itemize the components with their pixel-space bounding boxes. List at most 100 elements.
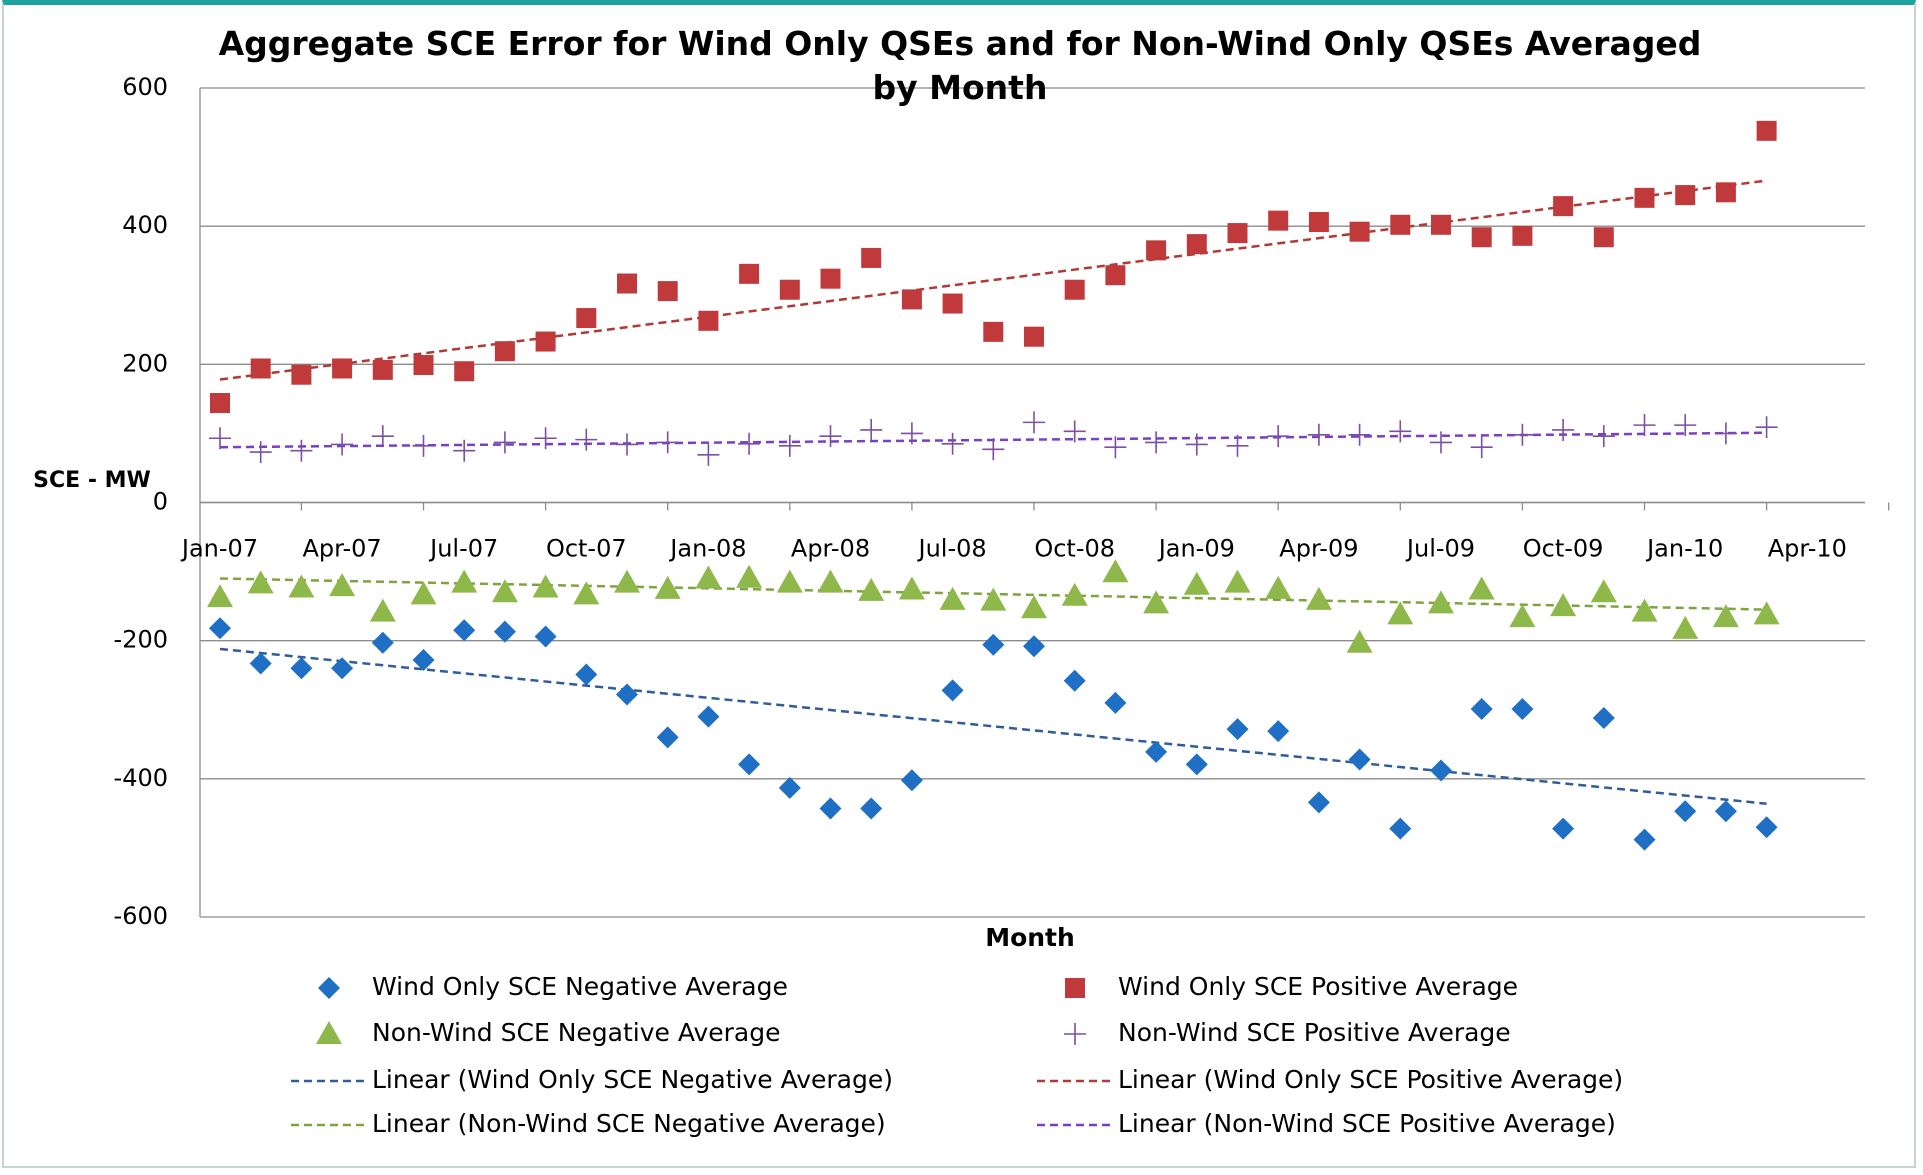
data-point: [288, 574, 315, 598]
data-point: [900, 769, 923, 792]
data-point: [819, 425, 842, 448]
data-point: [534, 625, 557, 648]
data-point: [1470, 436, 1493, 459]
legend-label: Linear (Wind Only SCE Positive Average): [1118, 1065, 1623, 1094]
data-point: [412, 649, 435, 672]
data-point: [1227, 223, 1248, 244]
data-point: [1023, 635, 1045, 658]
x-tick-label: Oct-07: [546, 535, 627, 563]
data-point: [901, 289, 922, 310]
data-point: [1431, 214, 1451, 235]
data-point: [329, 573, 356, 597]
data-point: [1143, 590, 1170, 614]
data-point: [249, 652, 272, 675]
x-tick-label: Apr-10: [1768, 535, 1847, 563]
data-point: [1267, 720, 1290, 743]
data-point: [1063, 420, 1086, 443]
data-point: [209, 617, 231, 640]
data-point: [656, 431, 679, 454]
data-point: [1021, 595, 1047, 619]
data-point: [291, 364, 312, 385]
y-tick-label: -400: [114, 764, 168, 792]
data-point: [1675, 185, 1696, 206]
x-tick-label: Jan-09: [1157, 535, 1235, 563]
data-point: [1185, 433, 1208, 456]
data-point: [861, 247, 882, 268]
data-point: [1633, 828, 1656, 851]
data-point: [1387, 601, 1414, 625]
x-tick-label: Jul-09: [1405, 535, 1475, 563]
data-point: [494, 341, 515, 362]
legend-label: Non-Wind SCE Negative Average: [372, 1018, 781, 1047]
x-tick-label: Jan-10: [1645, 535, 1723, 563]
data-point: [820, 268, 841, 289]
trendline: [219, 647, 1767, 805]
trendline: [219, 179, 1767, 381]
data-point: [778, 434, 801, 457]
y-axis-label: SCE - MW: [33, 468, 151, 493]
data-point: [776, 569, 803, 593]
data-point: [1064, 279, 1085, 300]
data-point: [454, 361, 475, 382]
y-tick-label: 400: [122, 211, 168, 239]
legend-marker: [318, 977, 340, 999]
x-tick-label: Jan-07: [180, 535, 258, 563]
data-point: [1468, 576, 1495, 600]
data-point: [616, 683, 638, 706]
data-point: [858, 577, 885, 601]
data-point: [614, 569, 640, 593]
data-point: [942, 293, 963, 314]
data-point: [1430, 759, 1452, 782]
x-tick-label: Jul-08: [917, 535, 987, 563]
data-point: [616, 433, 638, 456]
data-point: [1308, 212, 1329, 233]
data-point: [1674, 800, 1697, 823]
data-point: [778, 776, 801, 799]
data-point: [1224, 569, 1251, 593]
data-point: [1305, 586, 1332, 610]
data-point: [1267, 425, 1290, 448]
data-point: [1755, 416, 1778, 439]
data-point: [1553, 196, 1574, 217]
data-point: [656, 726, 679, 749]
data-point: [1348, 748, 1371, 771]
data-point: [453, 619, 476, 642]
chart-title: Aggregate SCE Error for Wind Only QSEs a…: [218, 24, 1702, 107]
data-point: [697, 705, 720, 728]
data-point: [1471, 227, 1492, 248]
data-point: [1268, 210, 1289, 231]
x-tick-label: Apr-09: [1279, 535, 1358, 563]
data-point: [209, 427, 231, 450]
data-point: [1346, 629, 1373, 653]
data-point: [1349, 221, 1370, 242]
data-point: [532, 574, 559, 598]
data-point: [1592, 707, 1615, 730]
data-point: [1550, 593, 1577, 617]
data-point: [1511, 698, 1534, 721]
data-point: [1061, 582, 1088, 606]
data-point: [413, 355, 434, 376]
legend-label: Wind Only SCE Negative Average: [372, 972, 788, 1001]
data-point: [982, 438, 1005, 461]
data-point: [939, 586, 966, 610]
data-point: [1512, 225, 1533, 246]
legend-label: Wind Only SCE Positive Average: [1118, 972, 1518, 1001]
data-point: [369, 598, 396, 622]
legend-label: Linear (Wind Only SCE Negative Average): [372, 1065, 893, 1094]
data-point: [1756, 120, 1777, 141]
x-tick-label: Oct-09: [1523, 535, 1604, 563]
data-point: [1183, 571, 1210, 595]
data-point: [1186, 234, 1207, 255]
legend-marker: [316, 1021, 342, 1044]
data-point: [697, 443, 720, 466]
data-point: [1307, 423, 1330, 446]
data-point: [535, 331, 556, 352]
data-point: [779, 279, 800, 300]
data-point: [898, 576, 925, 600]
data-point: [1146, 240, 1167, 261]
data-point: [817, 569, 844, 593]
data-point: [738, 432, 761, 455]
data-point: [371, 425, 394, 448]
data-point: [1674, 414, 1697, 437]
